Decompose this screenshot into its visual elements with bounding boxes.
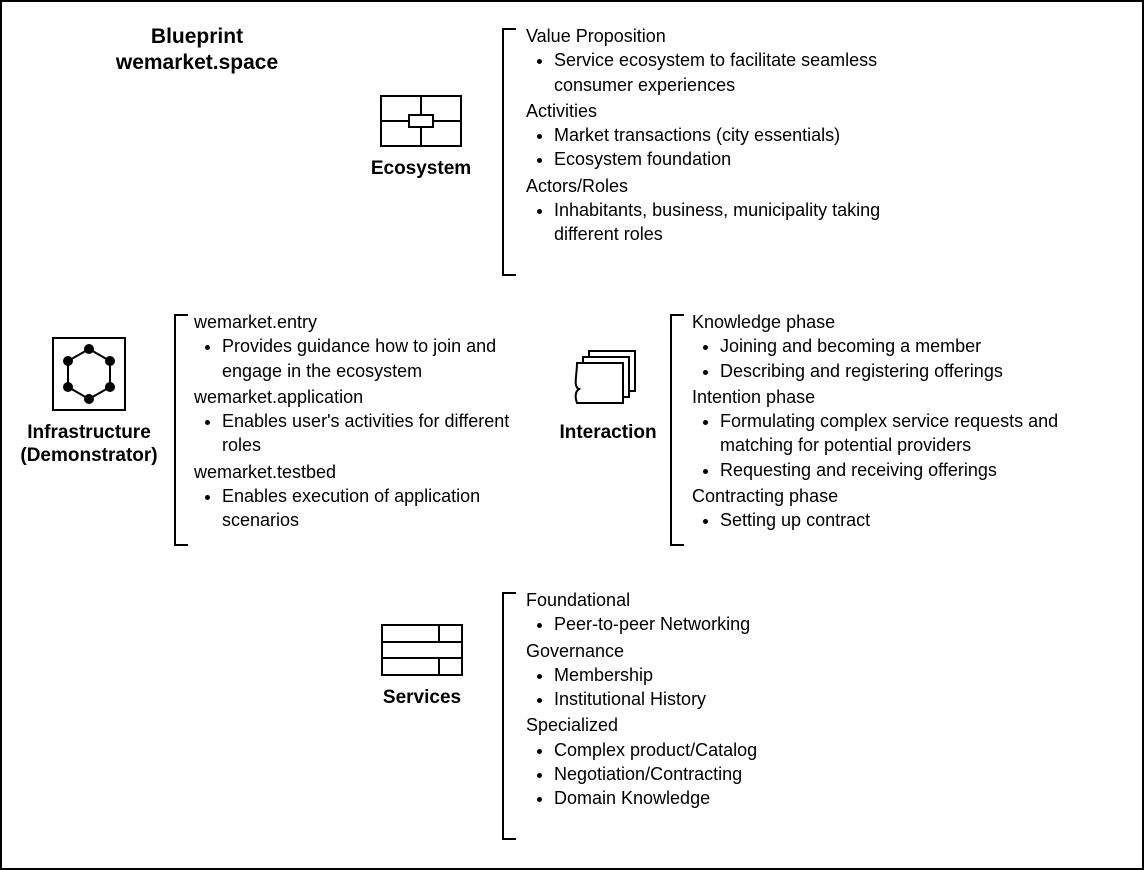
interaction-label: Interaction [548, 422, 668, 445]
serv-g2-i1: Negotiation/Contracting [554, 762, 946, 786]
ecosystem-g0-i0: Service ecosystem to facilitate seamless… [554, 48, 946, 97]
stacked-cards-icon [571, 347, 645, 416]
inter-g1-i0: Formulating complex service requests and… [720, 409, 1122, 458]
infrastructure-label-1: Infrastructure [14, 422, 164, 445]
inter-h0: Knowledge phase [692, 310, 1122, 334]
serv-g2-i0: Complex product/Catalog [554, 738, 946, 762]
infrastructure-label-2: (Demonstrator) [14, 445, 164, 468]
ecosystem-h0: Value Proposition [526, 24, 946, 48]
serv-h0: Foundational [526, 588, 946, 612]
ecosystem-icon-wrap: Ecosystem [354, 95, 488, 181]
infrastructure-icon-wrap: Infrastructure (Demonstrator) [14, 337, 164, 468]
inter-h1: Intention phase [692, 385, 1122, 409]
services-icon-wrap: Services [372, 624, 472, 710]
hexagon-network-icon [52, 337, 126, 416]
inter-g1-i1: Requesting and receiving offerings [720, 458, 1122, 482]
ecosystem-g2-i0: Inhabitants, business, municipality taki… [554, 198, 946, 247]
infra-g0-i0: Provides guidance how to join and engage… [222, 334, 534, 383]
interaction-content: Knowledge phase Joining and becoming a m… [692, 310, 1122, 535]
infrastructure-content: wemarket.entry Provides guidance how to … [194, 310, 534, 535]
title-line2: wemarket.space [97, 50, 297, 76]
serv-h2: Specialized [526, 713, 946, 737]
ecosystem-bracket [502, 28, 516, 276]
inter-h2: Contracting phase [692, 484, 1122, 508]
infrastructure-bracket [174, 314, 188, 546]
inter-g2-i0: Setting up contract [720, 508, 1122, 532]
inter-g0-i1: Describing and registering offerings [720, 359, 1122, 383]
ecosystem-h1: Activities [526, 99, 946, 123]
services-bracket [502, 592, 516, 840]
serv-h1: Governance [526, 639, 946, 663]
serv-g2-i2: Domain Knowledge [554, 786, 946, 810]
title-line1: Blueprint [97, 24, 297, 50]
serv-g1-i1: Institutional History [554, 687, 946, 711]
ecosystem-label: Ecosystem [354, 158, 488, 181]
services-label: Services [372, 687, 472, 710]
infra-h0: wemarket.entry [194, 310, 534, 334]
ecosystem-h2: Actors/Roles [526, 174, 946, 198]
brick-wall-icon [380, 95, 462, 152]
ecosystem-g1-i0: Market transactions (city essentials) [554, 123, 946, 147]
infra-h1: wemarket.application [194, 385, 534, 409]
infra-g1-i0: Enables user's activities for different … [222, 409, 534, 458]
inter-g0-i0: Joining and becoming a member [720, 334, 1122, 358]
diagram-title: Blueprint wemarket.space [97, 24, 297, 77]
serv-g1-i0: Membership [554, 663, 946, 687]
layers-icon [381, 624, 463, 681]
diagram-canvas: Blueprint wemarket.space Ecosystem Value… [0, 0, 1144, 870]
ecosystem-content: Value Proposition Service ecosystem to f… [526, 24, 946, 249]
interaction-bracket [670, 314, 684, 546]
interaction-icon-wrap: Interaction [548, 347, 668, 445]
infra-g2-i0: Enables execution of application scenari… [222, 484, 534, 533]
serv-g0-i0: Peer-to-peer Networking [554, 612, 946, 636]
ecosystem-g1-i1: Ecosystem foundation [554, 147, 946, 171]
services-content: Foundational Peer-to-peer Networking Gov… [526, 588, 946, 813]
infra-h2: wemarket.testbed [194, 460, 534, 484]
